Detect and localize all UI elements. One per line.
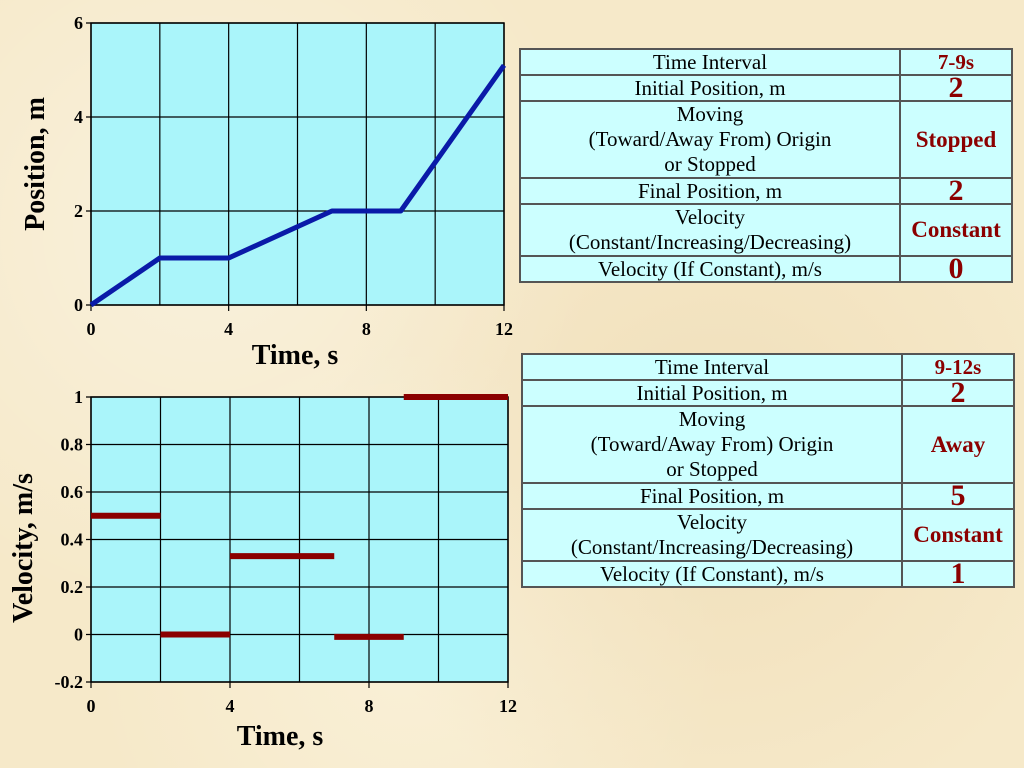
y-tick-label: 1 bbox=[74, 387, 83, 407]
y-axis-label: Velocity, m/s bbox=[8, 473, 39, 623]
row-value: 5 bbox=[901, 481, 1015, 511]
row-value: 1 bbox=[901, 559, 1015, 589]
row-label-line: Time Interval bbox=[654, 355, 770, 379]
row-label: Velocity (Constant/Increasing/Decreasing) bbox=[519, 203, 901, 257]
row-label-line: or Stopped bbox=[666, 457, 758, 481]
x-tick-label: 8 bbox=[365, 696, 374, 716]
row-value: 2 bbox=[901, 378, 1015, 408]
y-tick-label: 0.6 bbox=[61, 482, 84, 502]
row-label-line: or Stopped bbox=[664, 152, 756, 176]
table-row: Time Interval 7-9s bbox=[519, 48, 1013, 76]
table-row: Final Position, m 5 bbox=[521, 481, 1015, 511]
table-row: Velocity (If Constant), m/s 0 bbox=[519, 254, 1013, 284]
row-value: 2 bbox=[899, 73, 1013, 103]
y-tick-label: 0.2 bbox=[61, 577, 84, 597]
x-tick-label: 12 bbox=[499, 696, 517, 716]
row-value: Away bbox=[901, 405, 1015, 484]
x-tick-label: 12 bbox=[495, 319, 513, 339]
row-label-line: Velocity bbox=[675, 205, 745, 229]
row-label-line: Initial Position, m bbox=[634, 76, 786, 100]
y-tick-label: 0.4 bbox=[61, 530, 84, 550]
y-tick-label: 6 bbox=[74, 13, 83, 33]
y-tick-label: -0.2 bbox=[55, 672, 84, 692]
table-row: Time Interval 9-12s bbox=[521, 353, 1015, 381]
row-value: Constant bbox=[901, 508, 1015, 562]
row-label-line: Velocity (If Constant), m/s bbox=[600, 562, 824, 586]
row-label-line: Moving bbox=[678, 407, 746, 431]
y-tick-label: 0 bbox=[74, 295, 83, 315]
row-label-line: Initial Position, m bbox=[636, 381, 788, 405]
row-label: Velocity (If Constant), m/s bbox=[521, 560, 903, 588]
y-tick-label: 2 bbox=[74, 201, 83, 221]
row-label-line: Final Position, m bbox=[639, 484, 785, 508]
row-label-line: (Toward/Away From) Origin bbox=[588, 127, 832, 151]
row-label: Final Position, m bbox=[519, 177, 901, 205]
row-label-line: Moving bbox=[676, 102, 744, 126]
position-series-line bbox=[89, 63, 507, 308]
row-label-line: (Constant/Increasing/Decreasing) bbox=[568, 230, 852, 254]
x-axis-label: Time, s bbox=[252, 340, 339, 371]
table-row: Initial Position, m 2 bbox=[519, 73, 1013, 103]
row-label: Velocity (Constant/Increasing/Decreasing) bbox=[521, 508, 903, 562]
row-label: Moving (Toward/Away From) Origin or Stoppe… bbox=[521, 405, 903, 484]
row-label-line: (Constant/Increasing/Decreasing) bbox=[570, 535, 854, 559]
table-row: Velocity (If Constant), m/s 1 bbox=[521, 559, 1015, 589]
x-tick-label: 4 bbox=[224, 319, 233, 339]
x-tick-label: 0 bbox=[87, 319, 96, 339]
position-time-chart: 0 4 8 12 0 2 4 6 Time, s Position, m bbox=[20, 13, 513, 371]
row-label: Final Position, m bbox=[521, 482, 903, 510]
y-tick-label: 4 bbox=[74, 107, 83, 127]
row-label-line: Final Position, m bbox=[637, 179, 783, 203]
y-tick-label: 0 bbox=[74, 625, 83, 645]
x-axis-label: Time, s bbox=[237, 721, 324, 752]
row-value: 7-9s bbox=[899, 48, 1013, 76]
interval-table-7-9s: Time Interval 7-9s Initial Position, m 2 Mov… bbox=[519, 48, 1013, 284]
y-tick-label: 0.8 bbox=[61, 435, 84, 455]
row-label-line: (Toward/Away From) Origin bbox=[590, 432, 834, 456]
table-row: Final Position, m 2 bbox=[519, 176, 1013, 206]
row-label: Time Interval bbox=[521, 353, 903, 381]
row-value: 0 bbox=[899, 254, 1013, 284]
row-label-line: Time Interval bbox=[652, 50, 768, 74]
row-label: Velocity (If Constant), m/s bbox=[519, 255, 901, 283]
row-value: Constant bbox=[899, 203, 1013, 257]
row-label: Moving (Toward/Away From) Origin or Stoppe… bbox=[519, 100, 901, 179]
table-row: Initial Position, m 2 bbox=[521, 378, 1015, 408]
row-label: Initial Position, m bbox=[521, 379, 903, 407]
row-value: 2 bbox=[899, 176, 1013, 206]
x-tick-label: 8 bbox=[362, 319, 371, 339]
table-row: Velocity (Constant/Increasing/Decreasing)… bbox=[519, 203, 1013, 257]
table-row: Moving (Toward/Away From) Origin or Stoppe… bbox=[521, 405, 1015, 484]
x-tick-label: 4 bbox=[226, 696, 235, 716]
interval-table-9-12s: Time Interval 9-12s Initial Position, m 2 Mo… bbox=[521, 353, 1015, 589]
table-row: Moving (Toward/Away From) Origin or Stoppe… bbox=[519, 100, 1013, 179]
y-axis-label: Position, m bbox=[20, 97, 51, 231]
row-label-line: Velocity bbox=[677, 510, 747, 534]
x-tick-label: 0 bbox=[87, 696, 96, 716]
table-row: Velocity (Constant/Increasing/Decreasing)… bbox=[521, 508, 1015, 562]
row-label-line: Velocity (If Constant), m/s bbox=[598, 257, 822, 281]
row-label: Time Interval bbox=[519, 48, 901, 76]
row-value: Stopped bbox=[899, 100, 1013, 179]
row-label: Initial Position, m bbox=[519, 74, 901, 102]
